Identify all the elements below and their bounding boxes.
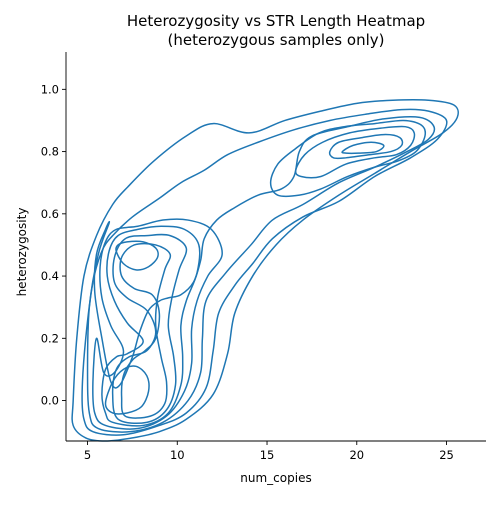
contour-line-13: [341, 141, 385, 155]
contour-line-2: [81, 108, 448, 436]
x-tick-label: 10: [170, 448, 185, 462]
plot-area: [71, 99, 459, 442]
y-tick-label: 0.8: [41, 145, 59, 159]
y-tick-label: 0.2: [41, 331, 59, 345]
contour-line-11: [294, 125, 416, 179]
x-tick-label: 5: [84, 448, 91, 462]
contour-line-3: [86, 116, 436, 433]
chart-title-line-2: (heterozygous samples only): [168, 31, 385, 49]
contour-line-5: [101, 225, 201, 427]
contour-line-8: [115, 240, 159, 271]
y-tick-label: 0.6: [41, 207, 59, 221]
x-axis-ticks: 5 10 15 20 25: [84, 441, 454, 462]
y-axis-ticks: 0.0 0.2 0.4 0.6 0.8 1.0: [41, 82, 66, 408]
y-axis-label: heterozygosity: [15, 208, 29, 297]
contour-line-7: [119, 242, 172, 419]
y-tick-label: 0.0: [41, 394, 59, 408]
contour-line-6: [111, 233, 188, 425]
x-tick-label: 15: [260, 448, 275, 462]
contour-line-1: [71, 99, 459, 442]
y-tick-label: 1.0: [41, 82, 59, 96]
y-tick-label: 0.4: [41, 269, 59, 283]
chart-title-line-1: Heterozygosity vs STR Length Heatmap: [127, 12, 425, 30]
x-tick-label: 20: [349, 448, 364, 462]
contour-line-9: [104, 365, 150, 415]
x-tick-label: 25: [439, 448, 454, 462]
contour-line-10: [269, 119, 427, 198]
x-axis-label: num_copies: [240, 471, 311, 485]
contour-line-12: [328, 133, 404, 160]
